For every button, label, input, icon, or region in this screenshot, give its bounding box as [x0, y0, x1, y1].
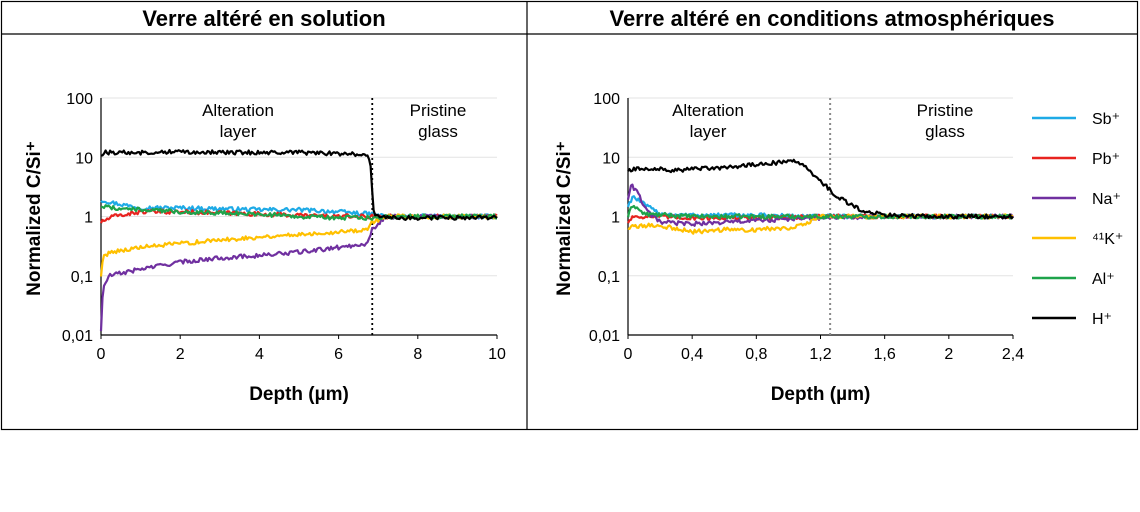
y-tick-label: 1 [84, 210, 93, 227]
legend: Sb⁺ Pb⁺ Na⁺ ⁴¹K⁺ Al⁺ H⁺ [1032, 111, 1123, 328]
x-tick-label: 0,8 [745, 346, 767, 363]
y-axis-title: Normalized C/Si⁺ [554, 141, 575, 296]
annotation-text: glass [418, 122, 458, 141]
y-tick-label: 0,1 [71, 269, 93, 286]
x-axis-title: Depth (µm) [249, 384, 349, 405]
legend-label: Al⁺ [1092, 271, 1115, 288]
x-tick-label: 0 [624, 346, 633, 363]
annotation-text: layer [220, 122, 257, 141]
x-tick-label: 0,4 [681, 346, 703, 363]
x-tick-label: 0 [97, 346, 106, 363]
y-tick-label: 100 [593, 91, 620, 108]
x-tick-label: 2 [944, 346, 953, 363]
annotation-text: Alteration [672, 101, 744, 120]
panel-title-atmospheric: Verre altéré en conditions atmosphérique… [609, 6, 1054, 31]
x-tick-label: 2 [176, 346, 185, 363]
figure-frame [0, 0, 1139, 431]
panel-title-solution: Verre altéré en solution [142, 6, 385, 31]
legend-label: Sb⁺ [1092, 111, 1120, 128]
legend-label: Pb⁺ [1092, 151, 1120, 168]
series-line-2 [626, 183, 1014, 227]
y-axis-title: Normalized C/Si⁺ [24, 141, 45, 296]
chart-solution: 0,01 0,1 1 10 100 0 2 4 6 8 10 Alteration layer Prist… [24, 91, 506, 405]
legend-label: ⁴¹K⁺ [1092, 231, 1123, 248]
annotation-text: layer [690, 122, 727, 141]
x-axis-title: Depth (µm) [771, 384, 871, 405]
x-tick-label: 1,2 [809, 346, 831, 363]
annotation-text: Alteration [202, 101, 274, 120]
legend-label: Na⁺ [1092, 191, 1121, 208]
y-tick-label: 0,01 [62, 328, 93, 345]
series-line-2 [99, 213, 498, 332]
series-line-5 [100, 148, 498, 221]
series-line-3 [99, 213, 498, 277]
y-tick-label: 10 [602, 150, 620, 167]
y-tick-label: 100 [66, 91, 93, 108]
x-tick-label: 1,6 [874, 346, 896, 363]
x-tick-label: 10 [488, 346, 506, 363]
y-tick-label: 1 [611, 210, 620, 227]
y-tick-label: 0,01 [589, 328, 620, 345]
annotation-text: Pristine [410, 101, 467, 120]
y-tick-label: 10 [75, 150, 93, 167]
y-tick-label: 0,1 [598, 269, 620, 286]
x-tick-label: 2,4 [1002, 346, 1024, 363]
annotation-text: glass [925, 122, 965, 141]
chart-atmospheric: 0,01 0,1 1 10 100 0 0,4 0,8 1,2 1,6 2 2,4 Alteration… [554, 91, 1024, 405]
annotation-text: Pristine [917, 101, 974, 120]
x-tick-label: 8 [413, 346, 422, 363]
series-line-5 [627, 158, 1014, 220]
x-tick-label: 6 [334, 346, 343, 363]
series-line-4 [100, 204, 497, 221]
legend-label: H⁺ [1092, 311, 1112, 328]
outer-border [0, 0, 1139, 431]
x-tick-label: 4 [255, 346, 264, 363]
